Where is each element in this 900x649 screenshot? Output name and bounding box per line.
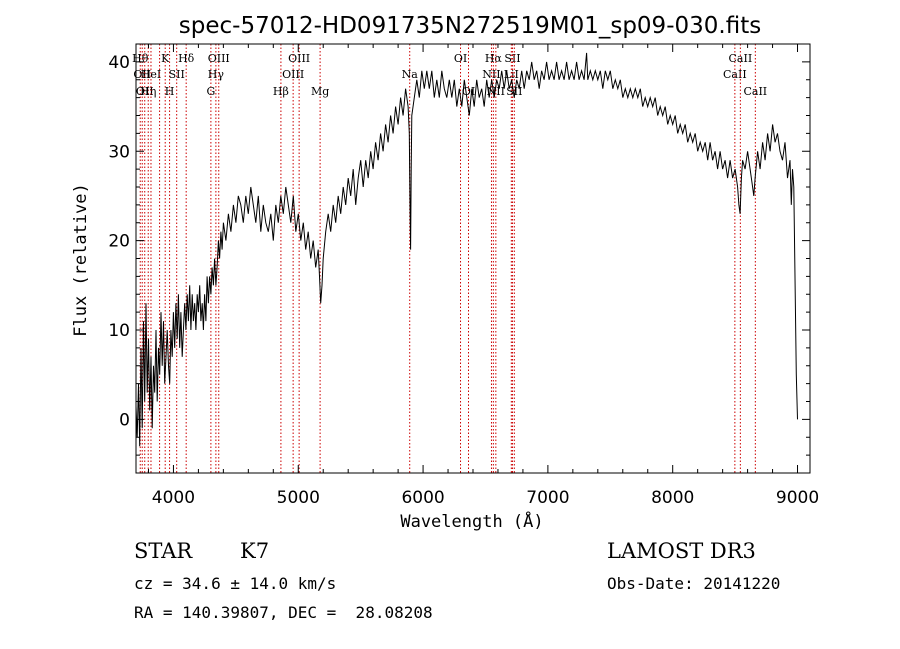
marker-label-25: SII [506,85,522,98]
class-label: STAR [134,539,193,563]
marker-label-18: OI [454,52,467,65]
marker-label-7: H [165,85,175,98]
marker-label-20: NII [482,68,500,81]
line-markers: HθOIIOIIHηHeIKHSIIHδGHγOIIIHβOIIIOIIIMgN… [132,44,767,473]
y-tick-label-3: 30 [108,142,130,162]
marker-label-21: Hα [485,52,503,65]
marker-label-0: Hθ [132,52,149,65]
obs-date-readout: Obs-Date: 20141220 [607,574,781,593]
x-tick-label-4: 8000 [651,488,694,508]
subclass-label: K7 [240,539,270,563]
marker-label-2: OII [136,85,154,98]
marker-label-4: HeI [141,68,161,81]
x-tick-label-2: 6000 [401,488,444,508]
marker-label-24: SII [504,52,520,65]
x-tick-label-3: 7000 [526,488,569,508]
y-tick-label-0: 0 [119,410,130,430]
spectrum-line-0 [135,52,798,447]
y-axis-label: Flux (relative) [71,183,91,337]
x-tick-label-1: 5000 [277,488,320,508]
marker-label-26: CaII [723,68,747,81]
y-tick-label-2: 20 [108,232,130,252]
marker-label-3: Hη [140,85,156,98]
marker-label-15: OIII [288,52,310,65]
x-axis-label: Wavelength (Å) [400,510,543,532]
y-tick-label-1: 10 [108,321,130,341]
marker-label-10: G [206,85,215,98]
marker-label-13: Hβ [273,85,289,98]
marker-label-27: CaII [729,52,753,65]
marker-label-8: SII [169,68,185,81]
chart-title: spec-57012-HD091735N272519M01_sp09-030.f… [179,13,761,39]
marker-label-17: Na [402,68,419,81]
y-axis: 0 10 20 30 40 [108,43,810,456]
redshift-readout: cz = 34.6 ± 14.0 km/s [134,574,337,593]
coordinates-readout: RA = 140.39807, DEC = 28.08208 [134,603,433,622]
marker-label-22: NII [487,85,505,98]
marker-label-11: Hγ [208,68,225,81]
marker-label-28: CaII [743,85,767,98]
marker-label-14: OIII [282,68,304,81]
x-tick-label-0: 4000 [152,488,195,508]
x-tick-label-5: 9000 [776,488,819,508]
marker-label-6: K [161,52,170,65]
survey-label: LAMOST DR3 [607,539,756,563]
marker-label-12: OIII [208,52,230,65]
marker-label-9: Hδ [178,52,195,65]
marker-label-16: Mg [311,85,329,98]
marker-label-1: OII [133,68,151,81]
plot-frame [135,43,811,474]
y-tick-label-4: 40 [108,53,130,73]
x-axis: 4000 5000 6000 7000 8000 9000 [147,44,819,508]
spectrum-series [135,52,798,447]
